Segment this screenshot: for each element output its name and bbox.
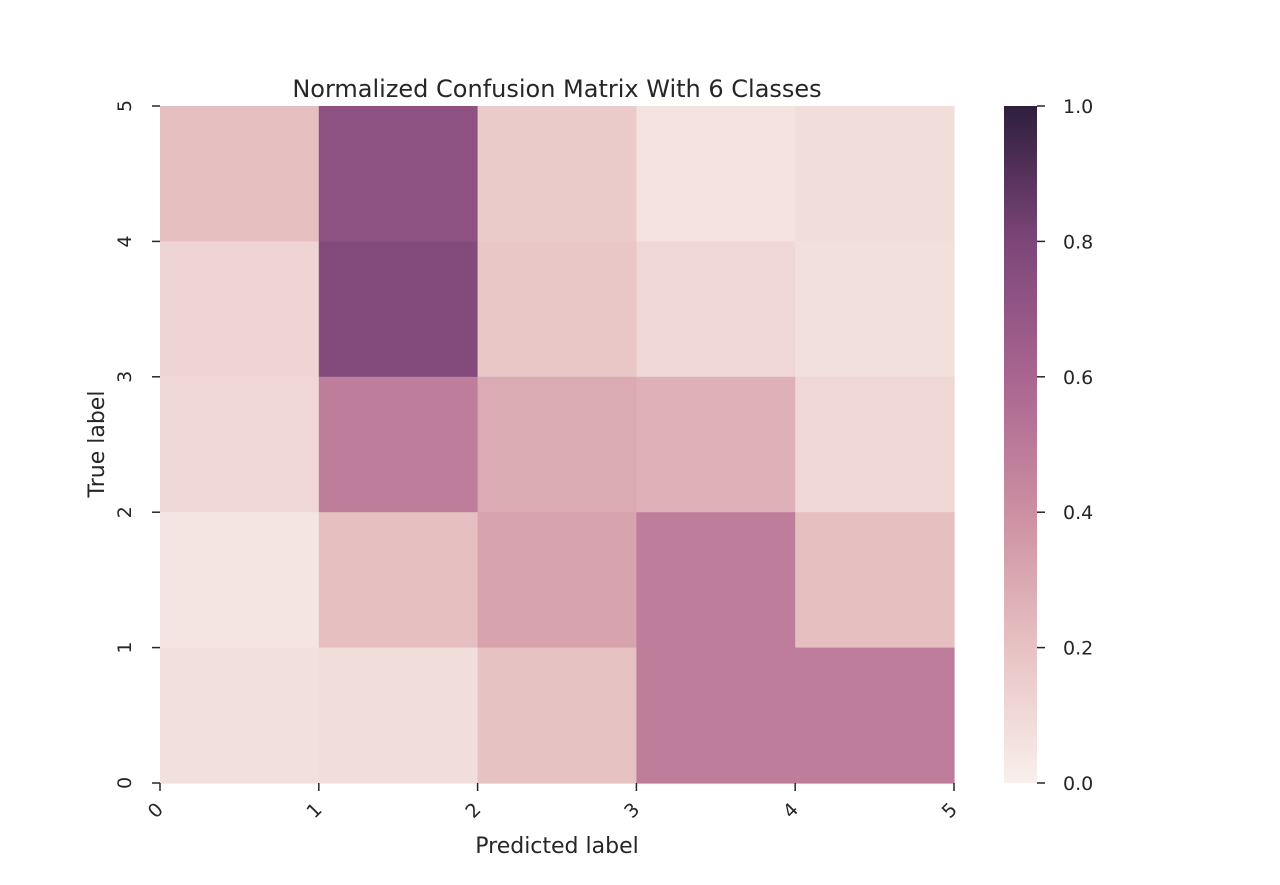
heatmap-cell	[636, 647, 796, 784]
y-axis-label: True label	[85, 391, 110, 499]
x-tick-label: 0	[144, 799, 168, 823]
heatmap-cell	[160, 512, 320, 649]
y-tick-label: 4	[114, 235, 136, 247]
heatmap-cell	[795, 512, 955, 649]
x-tick-label: 1	[303, 799, 327, 823]
heatmap-cell	[636, 512, 796, 649]
heatmap-cell	[795, 241, 955, 378]
heatmap-cell	[636, 241, 796, 378]
heatmap-cell	[318, 241, 479, 378]
y-tick-label: 0	[114, 777, 136, 789]
y-tick-label: 3	[114, 371, 136, 383]
x-tick-label: 5	[938, 799, 962, 823]
colorbar: 0.0 0.2 0.4 0.6 0.8 1.0	[1004, 96, 1093, 795]
colorbar-tick-label: 0.6	[1063, 367, 1093, 389]
colorbar-tick-label: 0.8	[1063, 231, 1093, 253]
x-tick-label: 4	[779, 799, 803, 823]
y-axis: 0 1 2 3 4 5	[114, 100, 160, 789]
heatmap-cell	[160, 241, 320, 378]
x-tick-label: 3	[620, 799, 644, 823]
heatmap-cell	[636, 376, 796, 513]
heatmap-cell	[477, 512, 637, 649]
x-tick-label: 2	[461, 799, 485, 823]
y-tick-label: 1	[114, 642, 136, 654]
x-axis-label: Predicted label	[475, 834, 638, 859]
heatmap-cell	[160, 647, 320, 784]
y-tick-label: 2	[114, 506, 136, 518]
heatmap-cells	[160, 106, 955, 784]
heatmap-cell	[477, 647, 637, 784]
heatmap-cell	[795, 106, 955, 242]
x-axis: 0 1 2 3 4 5	[144, 783, 962, 823]
heatmap-cell	[795, 376, 955, 513]
heatmap-cell	[477, 376, 637, 513]
colorbar-tick-label: 0.0	[1063, 773, 1093, 795]
colorbar-gradient	[1004, 106, 1037, 783]
heatmap-cell	[477, 241, 637, 378]
heatmap-cell	[318, 106, 479, 242]
heatmap-cell	[636, 106, 796, 242]
heatmap-cell	[318, 376, 479, 513]
colorbar-tick-label: 0.2	[1063, 638, 1093, 660]
colorbar-tick-label: 1.0	[1063, 96, 1093, 118]
heatmap-cell	[477, 106, 637, 242]
heatmap-cell	[160, 106, 320, 242]
colorbar-tick-label: 0.4	[1063, 502, 1093, 524]
heatmap-cell	[160, 376, 320, 513]
heatmap-cell	[318, 647, 479, 784]
heatmap-cell	[318, 512, 479, 649]
chart-title: Normalized Confusion Matrix With 6 Class…	[292, 75, 821, 103]
y-tick-label: 5	[114, 100, 136, 112]
heatmap-cell	[795, 647, 955, 784]
